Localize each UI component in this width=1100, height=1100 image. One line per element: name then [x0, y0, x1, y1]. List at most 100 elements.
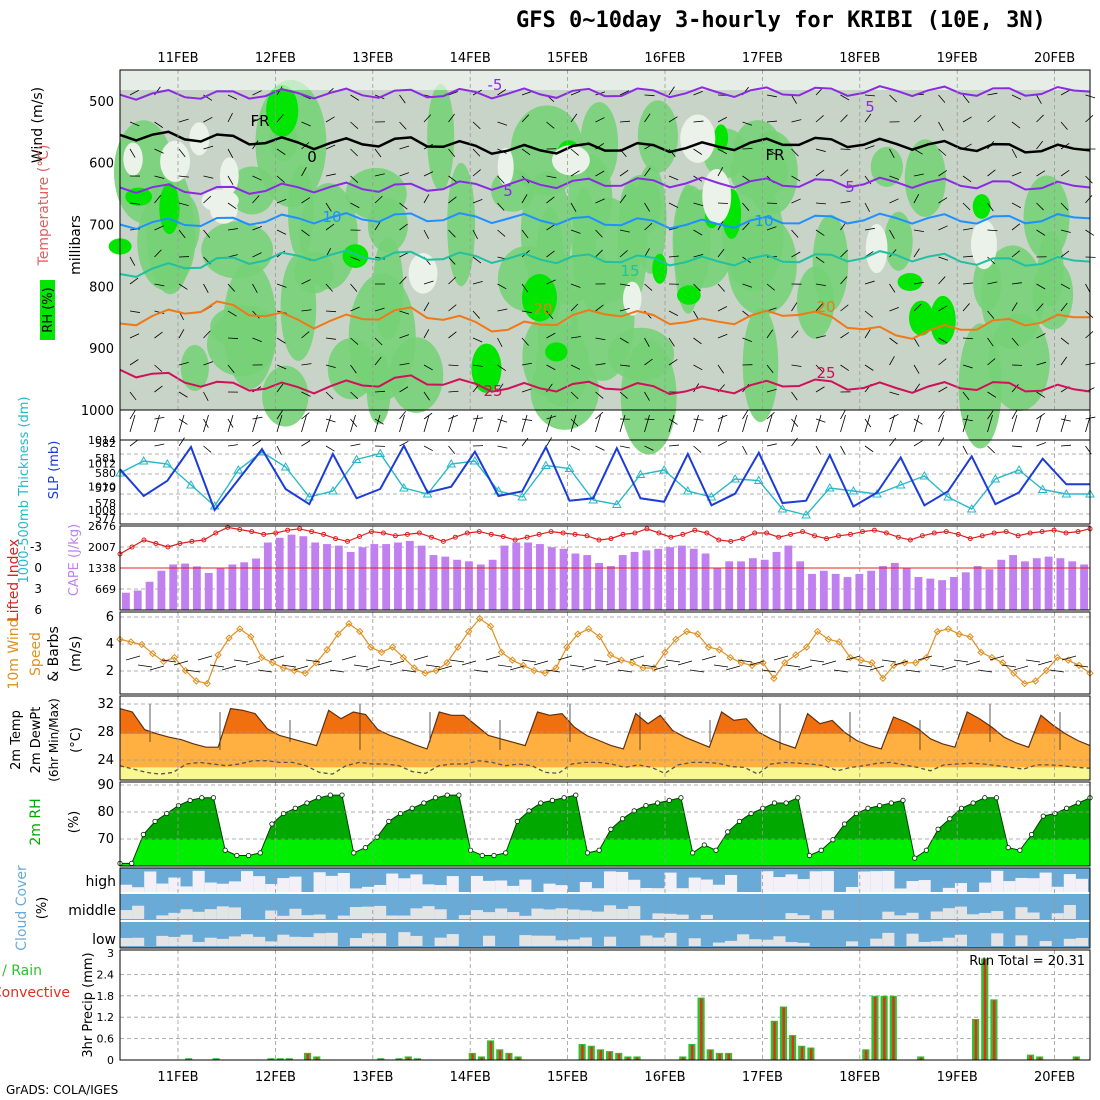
rh2m-point — [690, 850, 696, 856]
precip-convective-bar — [809, 1048, 813, 1060]
cape-bar — [961, 572, 970, 610]
rh2m-point — [479, 852, 485, 859]
wind-speed-point — [356, 627, 364, 636]
wind-speed-point — [966, 633, 974, 641]
wind-barb — [864, 310, 873, 318]
rh2m-point — [339, 792, 345, 798]
wind-speed-point — [933, 627, 942, 636]
wind-barb — [178, 418, 188, 425]
rh-moist-area — [372, 236, 404, 340]
cape-bar — [689, 548, 698, 610]
wind-barb — [350, 337, 359, 345]
wind10m-barb — [701, 655, 717, 661]
cape-bar — [618, 555, 627, 610]
rh2m-tick-label: 90 — [97, 778, 114, 793]
cloud-patch — [277, 934, 290, 946]
wind-barb — [129, 391, 137, 401]
cloud-patch — [543, 883, 556, 892]
rh2m-high-fill — [141, 795, 1090, 840]
rh-moist-area — [427, 84, 455, 191]
wind-barb — [252, 416, 263, 420]
wind10m-barb — [1037, 660, 1053, 666]
cape-bar — [760, 559, 769, 610]
isotherm-label: 25 — [483, 382, 502, 400]
wind-barb — [276, 283, 287, 288]
t2m-tick-label: 28 — [97, 725, 114, 740]
cape-bar — [843, 577, 852, 610]
precip-convective-bar — [974, 1019, 978, 1060]
wind-barb — [766, 94, 777, 98]
cape-li-panel: -3 0 3 6 2676 2007 1338 669 — [30, 520, 1093, 617]
wind10m-barb — [209, 664, 225, 668]
wind10m-barb — [857, 664, 873, 668]
surface-barb — [203, 414, 209, 433]
rh-moist-area — [958, 323, 1002, 449]
lifted-index-point — [584, 533, 590, 539]
t2m-hot-fill — [120, 708, 1066, 734]
t2m-label-line4: (°C) — [69, 727, 84, 753]
cape-bar — [311, 542, 320, 610]
precip-convective-bar — [992, 1000, 996, 1060]
wind-speed-point — [704, 643, 713, 651]
wind10m-barb — [1013, 665, 1029, 671]
wind-speed-point — [813, 627, 822, 636]
wind-barb — [1011, 148, 1018, 159]
lifted-index-point — [213, 530, 219, 536]
lifted-index-point — [548, 529, 554, 535]
wind-barb — [619, 337, 629, 344]
t2m-fill — [120, 708, 1090, 768]
rh2m-point — [818, 847, 824, 853]
cloud-patch — [700, 914, 713, 919]
cloud-patch — [289, 876, 302, 892]
wind-barb — [717, 306, 728, 312]
wind-barb — [766, 388, 777, 393]
wind10m-barb — [869, 665, 885, 671]
wind-barb — [644, 418, 655, 421]
cloud-patch — [664, 932, 677, 946]
cloud-patch — [930, 941, 943, 946]
wind-barb — [227, 202, 237, 209]
wind-barb — [987, 337, 994, 347]
cape-tick-label: 2676 — [88, 520, 116, 533]
precip-convective-bar — [892, 996, 895, 1060]
rh2m-label: 2m RH — [28, 798, 44, 845]
cloud-patch — [1063, 905, 1076, 919]
wind-barb — [889, 356, 895, 366]
wind-barb — [938, 148, 947, 156]
wind-barb — [350, 94, 360, 101]
precip-total-bar — [395, 1058, 403, 1060]
lifted-index-point — [273, 530, 279, 536]
wind-barb — [595, 363, 606, 366]
wind-barb — [1011, 445, 1022, 448]
wind-barb — [374, 390, 386, 393]
thickness-point — [1014, 464, 1024, 474]
wind-barb — [1060, 202, 1069, 211]
wind-speed-point — [366, 643, 375, 651]
rh2m-tick-label: 70 — [97, 832, 114, 847]
rh2m-line — [120, 794, 1091, 864]
lifted-index-point — [476, 529, 482, 535]
wind-barb — [1085, 115, 1094, 123]
wind-barb — [693, 310, 699, 320]
thickness-tick-label: 579 — [95, 482, 116, 495]
wind10m-barb — [377, 659, 393, 663]
rh-dry-area — [680, 114, 716, 163]
wind-barb — [864, 113, 872, 123]
cape-bar — [985, 569, 994, 610]
wind10m-barb — [1049, 669, 1065, 673]
wind-barb — [668, 148, 676, 158]
wind-barb — [350, 256, 361, 261]
surface-barb — [693, 414, 699, 433]
rh-moist-area — [389, 337, 444, 413]
cloud-patch — [313, 872, 326, 892]
cape-bar — [228, 564, 237, 610]
thickness-tick-label: 582 — [95, 437, 116, 450]
wind-barb — [423, 391, 430, 401]
cloud-patch — [337, 872, 350, 892]
cape-bar — [701, 553, 710, 610]
cloud-patch — [519, 915, 532, 919]
wind-barb — [154, 148, 164, 154]
cloud-patch — [349, 938, 362, 946]
wind-speed-point — [672, 635, 680, 644]
cloud-patch — [797, 942, 810, 946]
